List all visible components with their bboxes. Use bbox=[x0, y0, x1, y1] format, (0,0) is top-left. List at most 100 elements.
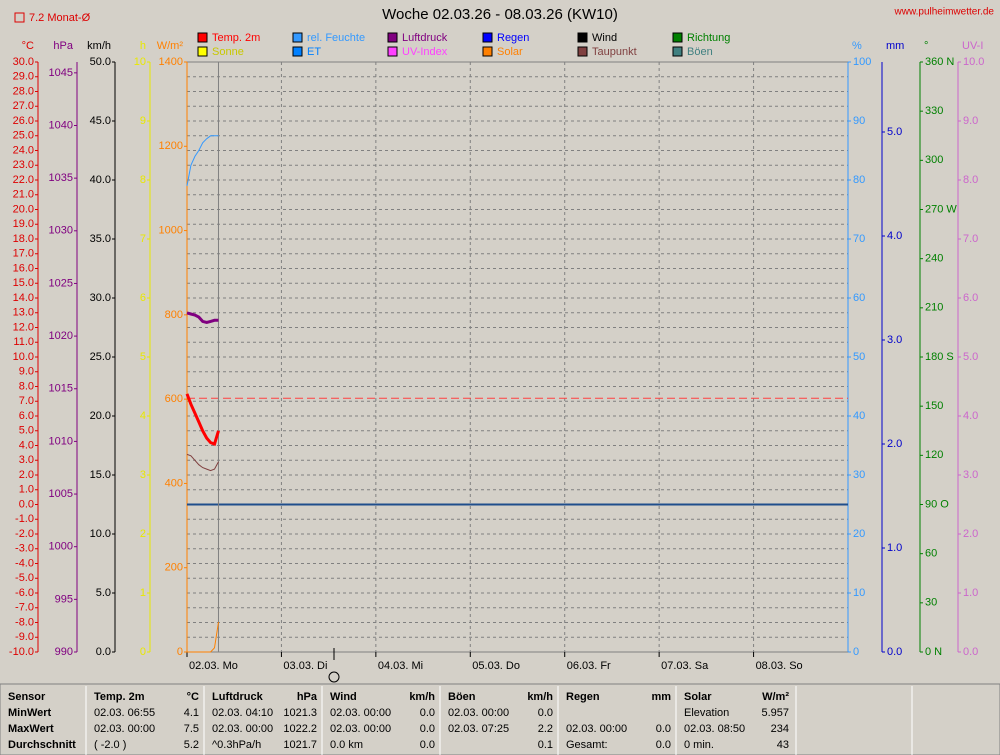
y-tick-label: 30 bbox=[853, 469, 865, 481]
cell-value: 0.0 bbox=[656, 739, 671, 751]
y-tick-label: 10.0 bbox=[90, 528, 111, 540]
cell-text: 0 min. bbox=[684, 739, 714, 751]
legend-label: ET bbox=[307, 46, 321, 58]
axis-unit: mm bbox=[886, 40, 904, 52]
y-tick-label: 90 bbox=[853, 115, 865, 127]
y-tick-label: 23.0 bbox=[13, 159, 34, 171]
y-tick-label: 7.0 bbox=[963, 233, 978, 245]
series-line bbox=[186, 311, 219, 324]
cell-text: 02.03. 04:10 bbox=[212, 707, 273, 719]
y-tick-label: 6.0 bbox=[19, 410, 34, 422]
y-tick-label: 30 bbox=[925, 597, 937, 609]
y-tick-label: 180 S bbox=[925, 351, 954, 363]
column-unit: °C bbox=[187, 691, 199, 703]
y-tick-label: 4.0 bbox=[963, 410, 978, 422]
legend-swatch bbox=[387, 32, 398, 43]
y-tick-label: 29.0 bbox=[13, 71, 34, 83]
y-tick-label: 1020 bbox=[49, 330, 73, 342]
site: www.pulheimwetter.de bbox=[894, 7, 995, 18]
y-tick-label: 40 bbox=[853, 410, 865, 422]
column-unit: km/h bbox=[527, 691, 553, 703]
y-tick-label: 1015 bbox=[49, 383, 73, 395]
legend-swatch bbox=[292, 32, 303, 43]
y-tick-label: 1030 bbox=[49, 225, 73, 237]
cell-text: 02.03. 00:00 bbox=[330, 723, 391, 735]
y-tick-label: 5 bbox=[140, 351, 146, 363]
y-tick-label: 60 bbox=[853, 292, 865, 304]
cell-text: 02.03. 00:00 bbox=[330, 707, 391, 719]
cell-value: 2.2 bbox=[538, 723, 553, 735]
row-label: Sensor bbox=[8, 691, 46, 703]
y-tick-label: -9.0 bbox=[15, 631, 34, 643]
cell-value: 234 bbox=[771, 723, 789, 735]
cell-value: 0.0 bbox=[420, 723, 435, 735]
cell-text: Gesamt: bbox=[566, 739, 608, 751]
y-tick-label: 4 bbox=[140, 410, 146, 422]
y-tick-label: 1000 bbox=[49, 541, 73, 553]
checkbox[interactable] bbox=[14, 12, 25, 23]
cell-value: 5.2 bbox=[184, 739, 199, 751]
y-tick-label: -5.0 bbox=[15, 572, 34, 584]
y-tick-label: 19.0 bbox=[13, 218, 34, 230]
column-unit: hPa bbox=[297, 691, 318, 703]
cell-text: 02.03. 08:50 bbox=[684, 723, 745, 735]
axis-unit: h bbox=[140, 40, 146, 52]
y-tick-label: 3.0 bbox=[963, 469, 978, 481]
y-tick-label: 3.0 bbox=[887, 334, 902, 346]
legend-label: Solar bbox=[497, 46, 523, 58]
axis-unit: ° bbox=[924, 40, 928, 52]
y-tick-label: 12.0 bbox=[13, 321, 34, 333]
y-tick-label: -4.0 bbox=[15, 557, 34, 569]
legend-label: Regen bbox=[497, 32, 529, 44]
y-tick-label: -8.0 bbox=[15, 616, 34, 628]
y-tick-label: 60 bbox=[925, 548, 937, 560]
legend-label: UV-Index bbox=[402, 46, 448, 58]
y-tick-label: 360 N bbox=[925, 56, 954, 68]
y-tick-label: 1000 bbox=[159, 224, 183, 236]
y-tick-label: 600 bbox=[165, 393, 183, 405]
y-tick-label: 8 bbox=[140, 174, 146, 186]
y-tick-label: 10.0 bbox=[13, 351, 34, 363]
legend-swatch bbox=[482, 32, 493, 43]
cell-text: Elevation bbox=[684, 707, 729, 719]
series-line bbox=[185, 393, 220, 446]
y-tick-label: 10 bbox=[853, 587, 865, 599]
y-tick-label: 990 bbox=[55, 646, 73, 658]
y-tick-label: 0.0 bbox=[887, 646, 902, 658]
legend-swatch bbox=[292, 46, 303, 57]
column-header: Böen bbox=[448, 691, 476, 703]
option-label[interactable]: 7.2 Monat-Ø bbox=[29, 12, 91, 24]
y-tick-label: 10 bbox=[134, 56, 146, 68]
column-header: Temp. 2m bbox=[94, 691, 145, 703]
cursor-handle[interactable] bbox=[328, 671, 340, 683]
y-tick-label: 25.0 bbox=[90, 351, 111, 363]
column-header: Solar bbox=[684, 691, 712, 703]
cell-value: 1022.2 bbox=[283, 723, 317, 735]
y-tick-label: 18.0 bbox=[13, 233, 34, 245]
series-line bbox=[186, 135, 219, 186]
y-tick-label: 1.0 bbox=[19, 484, 34, 496]
y-tick-label: 20.0 bbox=[90, 410, 111, 422]
y-tick-label: 1035 bbox=[49, 172, 73, 184]
y-tick-label: 0 bbox=[140, 646, 146, 658]
y-tick-label: 2.0 bbox=[887, 438, 902, 450]
y-tick-label: 1.0 bbox=[963, 587, 978, 599]
legend-swatch bbox=[482, 46, 493, 57]
axis-unit: UV-I bbox=[962, 40, 983, 52]
x-tick-label: 08.03. So bbox=[756, 660, 803, 672]
y-tick-label: 0.0 bbox=[963, 646, 978, 658]
row-label: MinWert bbox=[8, 707, 52, 719]
cell-value: 0.0 bbox=[538, 707, 553, 719]
y-tick-label: -2.0 bbox=[15, 528, 34, 540]
legend-swatch bbox=[672, 46, 683, 57]
y-tick-label: 240 bbox=[925, 253, 943, 265]
legend-swatch bbox=[197, 32, 208, 43]
axis-unit: km/h bbox=[87, 40, 111, 52]
y-tick-label: 3.0 bbox=[19, 454, 34, 466]
y-tick-label: 1010 bbox=[49, 435, 73, 447]
y-tick-label: 13.0 bbox=[13, 307, 34, 319]
y-tick-label: 5.0 bbox=[887, 126, 902, 138]
x-tick-label: 04.03. Mi bbox=[378, 660, 423, 672]
legend-swatch bbox=[672, 32, 683, 43]
